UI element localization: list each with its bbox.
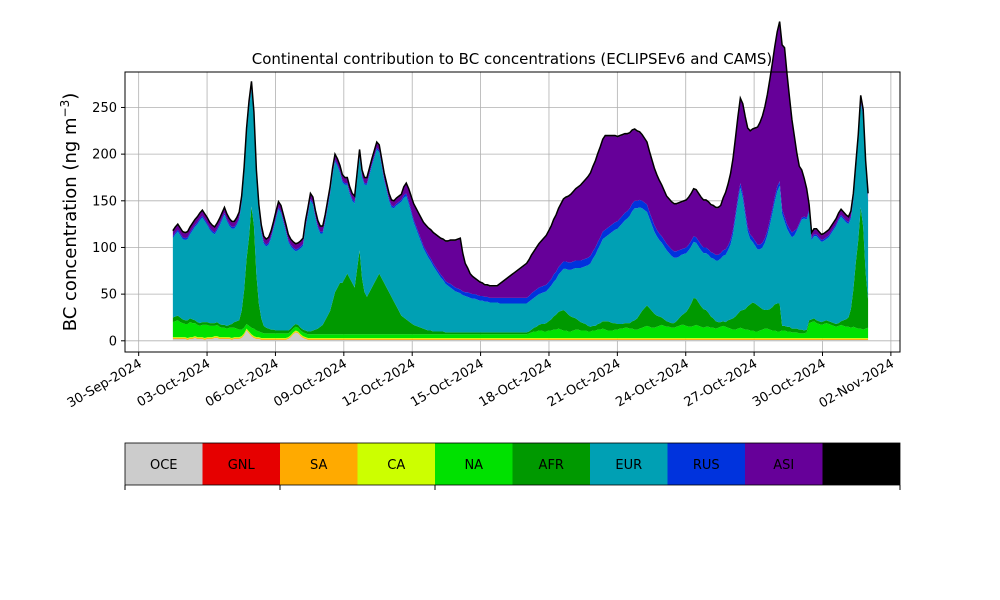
y-tick-label: 200 [92,148,117,163]
colorbar-swatch-rus [667,443,745,485]
y-axis-ticks: 0 50 100 150 200 250 [92,101,125,349]
x-tick-label: 27-Oct-2024 [682,356,760,410]
x-tick-label: 06-Oct-2024 [203,356,281,410]
x-tick-label: 21-Oct-2024 [545,356,623,410]
colorbar-label: ASI [773,458,794,473]
y-axis-label-exponent: −3 [58,100,72,118]
colorbar-swatch-afr [512,443,590,485]
area-asi [172,22,869,298]
y-axis-label: BC concentration (ng m−3) [58,93,81,332]
colorbar-swatch-eur [590,443,668,485]
y-tick-label: 0 [109,334,117,349]
colorbar-label: SA [310,458,327,473]
y-tick-label: 100 [92,241,117,256]
stacked-areas [172,21,869,341]
colorbar-label: AUS [848,458,875,473]
colorbar-swatch-aus [822,443,900,485]
colorbar-swatch-gnl [202,443,280,485]
x-tick-label: 02-Nov-2024 [817,356,897,411]
x-tick-label: 03-Oct-2024 [135,356,213,410]
colorbar-label: CA [387,458,405,473]
chart-title: Continental contribution to BC concentra… [252,50,773,68]
x-tick-label: 15-Oct-2024 [408,356,486,410]
area-na [172,320,869,338]
colorbar-label: NA [464,458,483,473]
total-outline [172,21,869,287]
colorbar-label: EUR [615,458,642,473]
x-tick-label: 12-Oct-2024 [340,356,418,410]
x-tick-label: 09-Oct-2024 [271,356,349,410]
colorbar-swatch-sa [280,443,358,485]
area-oce [172,330,869,341]
colorbar-swatch-asi [745,443,823,485]
plot-area: 0 50 100 150 200 250 30-Sep-202403-Oct-202406… [65,21,901,411]
colorbar-swatch-oce [125,443,203,485]
y-axis-label-main: BC concentration (ng m [60,117,81,331]
y-tick-label: 50 [100,288,117,303]
area-eur [172,88,869,333]
x-tick-label: 30-Sep-2024 [65,356,145,411]
colorbar-frame [124,442,901,486]
colorbar-label: OCE [150,458,178,473]
y-axis-label-close: ) [60,93,81,100]
x-tick-label: 18-Oct-2024 [477,356,555,410]
colorbar-swatch-ca [357,443,435,485]
area-afr [172,206,869,335]
y-tick-label: 150 [92,194,117,209]
x-tick-label: 24-Oct-2024 [613,356,691,410]
x-axis-ticks: 30-Sep-202403-Oct-202406-Oct-202409-Oct-… [65,352,897,411]
colorbar-label: RUS [693,458,720,473]
colorbar-label: GNL [228,458,256,473]
y-tick-label: 250 [92,101,117,116]
continent-colorbar: OCE GNL SA CA NA AFR EUR RUS ASI AUS [124,442,901,490]
colorbar-swatch-na [435,443,513,485]
plot-frame [124,71,901,353]
colorbar-label: AFR [539,458,564,473]
x-tick-label: 30-Oct-2024 [750,356,828,410]
